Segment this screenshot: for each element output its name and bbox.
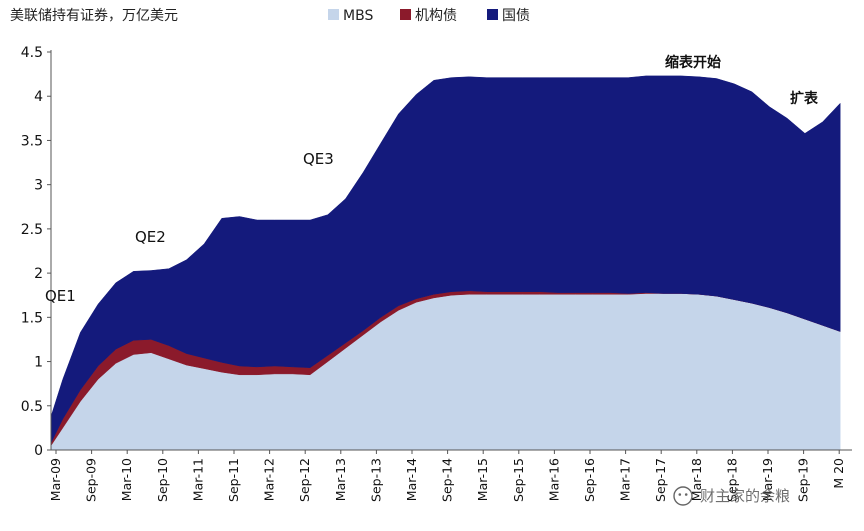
x-tick-label: Sep-14 [440, 458, 455, 502]
x-tick-label: Mar-10 [119, 458, 134, 501]
y-tick-label: 1 [34, 355, 43, 371]
legend-swatch-1 [400, 9, 411, 20]
plot-area [50, 75, 841, 451]
annotation-label: QE1 [45, 287, 76, 305]
legend-label-1: 机构债 [415, 8, 457, 24]
x-tick-label: Mar-12 [262, 458, 277, 501]
watermark: 财主家的余粮 [673, 486, 790, 506]
legend-label-2: 国债 [502, 8, 530, 24]
x-tick-label: Mar-17 [618, 458, 633, 501]
wechat-icon [673, 486, 693, 506]
y-tick-label: 0 [34, 443, 43, 459]
y-axis: 0 0.5 1 1.5 2 2.5 3 3.5 4 4.5 [21, 45, 52, 459]
legend-swatch-0 [328, 9, 339, 20]
x-tick-label: Sep-17 [653, 458, 668, 502]
y-tick-label: 4 [34, 89, 43, 105]
y-tick-label: 0.5 [21, 399, 43, 415]
y-tick-label: 1.5 [21, 310, 43, 326]
x-axis: Mar-09 Sep-09 Mar-10 Sep-10 Mar-11 Sep-11 Mar-… [48, 449, 852, 502]
x-tick-label: Sep-10 [155, 458, 170, 502]
x-tick-label: Sep-13 [368, 458, 383, 502]
legend: MBS 机构债 国债 [328, 8, 530, 24]
x-tick-label: Mar-09 [48, 458, 63, 501]
x-tick-label: Mar-14 [404, 458, 419, 501]
x-tick-label: Sep-19 [796, 458, 811, 502]
x-tick-label: Sep-09 [84, 458, 99, 502]
y-tick-label: 3 [34, 178, 43, 194]
x-tick-label: Mar-13 [333, 458, 348, 501]
watermark-text: 财主家的余粮 [700, 487, 790, 505]
chart-title: 美联储持有证券，万亿美元 [10, 8, 178, 24]
x-tick-label: Mar-15 [475, 458, 490, 501]
legend-label-0: MBS [343, 8, 373, 24]
x-tick-label: Sep-11 [226, 458, 241, 502]
series-area-2 [50, 75, 841, 444]
annotation-label: QE3 [303, 150, 334, 168]
y-tick-label: 3.5 [21, 133, 43, 149]
annotation-label: 扩表 [790, 90, 819, 107]
x-tick-label: Mar-19 [760, 458, 775, 501]
x-tick-label: Mar-11 [190, 458, 205, 501]
x-tick-label: Sep-12 [297, 458, 312, 502]
y-tick-label: 2 [34, 266, 43, 282]
annotation-label: 缩表开始 [665, 54, 721, 71]
y-tick-label: 4.5 [21, 45, 43, 61]
x-tick-label: Mar-16 [546, 458, 561, 501]
x-tick-label: Sep-18 [724, 458, 739, 502]
y-tick-label: 2.5 [21, 222, 43, 238]
annotation-label: QE2 [135, 228, 166, 246]
legend-swatch-2 [487, 9, 498, 20]
x-tick-label: Sep-16 [582, 458, 597, 502]
x-tick-label: Sep-15 [511, 458, 526, 502]
x-tick-label: M 20 [831, 458, 846, 489]
x-tick-label: Mar-18 [689, 458, 704, 501]
